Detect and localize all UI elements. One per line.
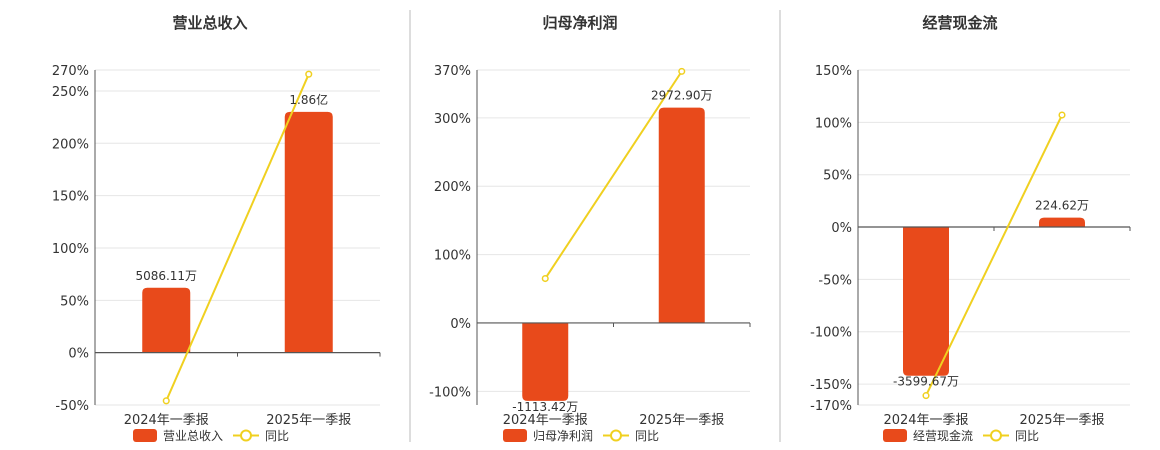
y-tick-label: -100% [429, 385, 471, 400]
legend-line-label: 同比 [635, 429, 659, 443]
x-category-label: 2024年一季报 [503, 413, 588, 428]
y-tick-label: 200% [52, 137, 89, 152]
legend-bar-swatch [133, 429, 157, 442]
x-category-label: 2025年一季报 [1019, 413, 1104, 428]
legend: 经营现金流 同比 [883, 428, 1039, 443]
x-category-label: 2024年一季报 [124, 413, 209, 428]
chart-title: 归母净利润 [542, 14, 617, 32]
legend-bar-label: 营业总收入 [163, 429, 223, 443]
y-tick-label: 370% [434, 64, 471, 79]
x-category-label: 2024年一季报 [883, 413, 968, 428]
y-tick-label: -50% [55, 399, 89, 414]
y-tick-label: -50% [818, 273, 852, 288]
bar [658, 107, 705, 323]
y-tick-label: 270% [52, 64, 89, 79]
bar-data-label: -1113.42万 [512, 400, 578, 414]
chart-panel-1: 营业总收入 -50% 0% 50% 100% 150% 200% 250% 270% 5086.1… [52, 14, 381, 443]
yoy-line [544, 70, 683, 280]
chart-panel-3: 经营现金流 -170% -150% -100% -50% 0% 50% 100% 150% -35… [810, 14, 1131, 443]
y-tick-label: 50% [60, 294, 89, 309]
legend-bar-swatch [883, 429, 907, 442]
yoy-point [162, 397, 170, 405]
bar [142, 287, 191, 353]
legend: 营业总收入 同比 [133, 429, 289, 443]
y-tick-label: 150% [52, 190, 89, 205]
legend-bar-label: 归母净利润 [533, 429, 593, 443]
chart-title: 营业总收入 [172, 14, 247, 32]
bar-data-label: 224.62万 [1035, 199, 1089, 213]
yoy-point [678, 67, 686, 75]
y-tick-label: -150% [810, 378, 852, 393]
bar-data-label: 5086.11万 [135, 269, 197, 283]
legend-line-marker [990, 429, 1002, 442]
y-tick-label: 100% [52, 242, 89, 257]
y-tick-label: 200% [434, 180, 471, 195]
y-tick-label: 100% [434, 249, 471, 264]
y-tick-label: 50% [823, 169, 852, 184]
legend-line-marker [610, 429, 622, 442]
y-tick-label: -100% [810, 326, 852, 341]
bar-data-label: 2972.90万 [651, 89, 713, 103]
bar [522, 322, 569, 401]
bar [903, 227, 949, 376]
yoy-point [541, 274, 549, 283]
yoy-line [165, 73, 310, 402]
legend-bar-swatch [503, 429, 527, 442]
bar [284, 111, 333, 353]
bar-data-label: 1.86亿 [289, 92, 328, 107]
y-tick-label: 100% [815, 116, 852, 131]
y-tick-label: 300% [434, 112, 471, 127]
yoy-point [1058, 111, 1066, 119]
yoy-line [925, 114, 1063, 397]
legend-line-label: 同比 [1015, 429, 1039, 443]
y-tick-label: 0% [450, 317, 471, 332]
chart-panel-2: 归母净利润 -100% 0% 100% 200% 300% 370% -1113.42万 297… [429, 14, 751, 443]
legend-line-marker [240, 429, 252, 442]
legend: 归母净利润 同比 [503, 429, 659, 443]
legend-bar-label: 经营现金流 [913, 428, 973, 443]
legend-line-label: 同比 [265, 429, 289, 443]
y-tick-label: 0% [831, 221, 852, 236]
x-category-label: 2025年一季报 [266, 413, 351, 428]
chart-title: 经营现金流 [922, 14, 997, 32]
y-tick-label: -170% [810, 399, 852, 414]
bar [1039, 217, 1085, 228]
bar-data-label: -3599.67万 [893, 375, 959, 389]
y-tick-label: 150% [815, 64, 852, 79]
yoy-point [305, 70, 313, 78]
y-tick-label: 250% [52, 85, 89, 100]
yoy-point [922, 392, 930, 400]
y-tick-label: 0% [68, 347, 89, 362]
x-category-label: 2025年一季报 [639, 413, 724, 428]
